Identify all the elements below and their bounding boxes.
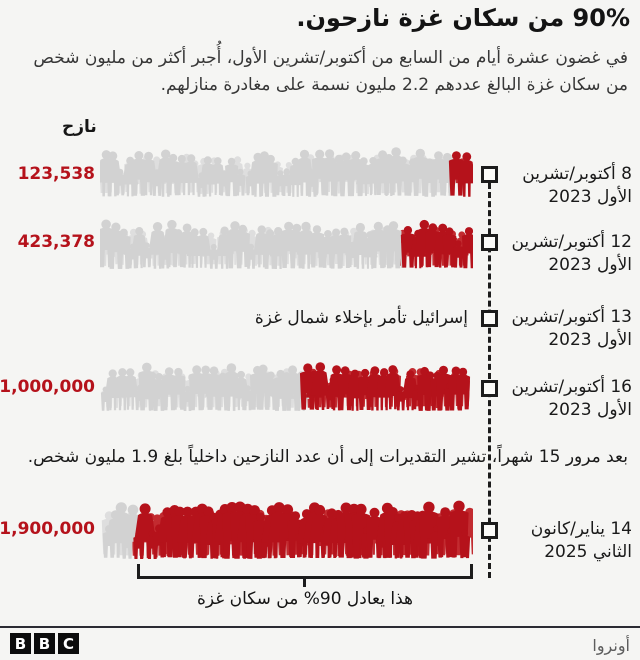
crowd-pictogram-row4 — [101, 500, 473, 559]
timeline-date-1: 8 أكتوبر/تشرين الأول 2023 — [522, 164, 632, 207]
crowd-pictogram-row3 — [100, 362, 471, 411]
source-label: أونروا — [592, 636, 630, 655]
bracket-stem — [303, 576, 306, 587]
crowd-pictogram-row2 — [100, 219, 473, 269]
bracket-label: هذا يعادل 90% من سكان غزة — [197, 589, 413, 609]
timeline-marker-1 — [481, 166, 498, 183]
bbc-logo-block-b2: B — [34, 633, 55, 654]
displaced-count-row2: 423,378 — [17, 232, 95, 252]
timeline-date-4: 16 أكتوبر/تشرين الأول 2023 — [511, 377, 632, 420]
displaced-count-row3: 1,000,000 — [0, 377, 95, 397]
bbc-logo-block-b1: B — [10, 633, 31, 654]
page-subtitle: في غضون عشرة أيام من السابع من أكتوبر/تش… — [33, 48, 628, 96]
crowd-pictogram-row1 — [100, 147, 473, 197]
timeline-marker-2 — [481, 234, 498, 251]
timeline-date-2: 12 أكتوبر/تشرين الأول 2023 — [511, 232, 632, 275]
evacuation-order-annotation: إسرائيل تأمر بإخلاء شمال غزة — [254, 308, 468, 328]
timeline-marker-3 — [481, 310, 498, 327]
legend-label: نازح — [62, 117, 97, 137]
footer-divider — [0, 626, 640, 628]
estimate-note: بعد مرور 15 شهراً، تشير التقديرات إلى أن… — [27, 447, 628, 467]
page-title: 90% من سكان غزة نازحون. — [296, 4, 630, 32]
displaced-count-row4: 1,900,000 — [0, 519, 95, 539]
bbc-logo: B B C — [10, 633, 79, 654]
timeline-date-3: 13 أكتوبر/تشرين الأول 2023 — [511, 307, 632, 350]
timeline-marker-5 — [481, 522, 498, 539]
timeline-date-5: 14 يناير/كانون الثاني 2025 — [530, 519, 632, 562]
bbc-logo-block-c: C — [58, 633, 79, 654]
displaced-count-row1: 123,538 — [17, 164, 95, 184]
timeline-marker-4 — [481, 380, 498, 397]
